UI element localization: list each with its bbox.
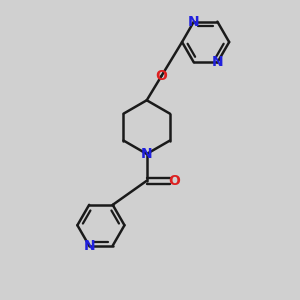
Text: O: O (168, 174, 180, 188)
Text: N: N (141, 147, 152, 161)
Text: N: N (212, 56, 223, 69)
Text: N: N (83, 238, 95, 253)
Text: N: N (188, 15, 200, 28)
Text: O: O (156, 69, 167, 83)
